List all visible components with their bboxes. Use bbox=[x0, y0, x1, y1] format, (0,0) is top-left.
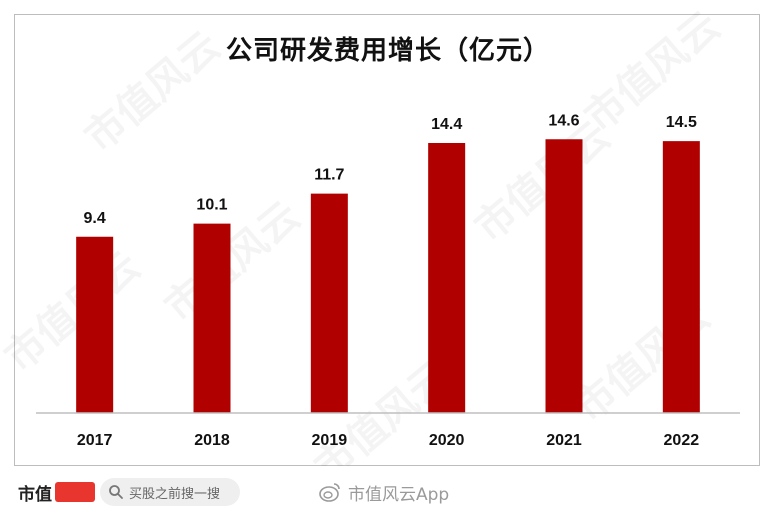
bar-2018 bbox=[193, 223, 231, 413]
search-box[interactable]: 买股之前搜一搜 bbox=[100, 478, 240, 506]
weibo-icon bbox=[319, 483, 340, 502]
weibo-account[interactable]: 市值风云App bbox=[318, 478, 449, 506]
data-label-2021: 14.6 bbox=[548, 112, 579, 129]
data-label-2019: 11.7 bbox=[314, 167, 344, 184]
chart-title: 公司研发费用增长（亿元） bbox=[225, 36, 550, 66]
bar-2019 bbox=[310, 193, 348, 413]
bar-2017 bbox=[76, 236, 114, 413]
weibo-account-label: 市值风云App bbox=[348, 484, 450, 505]
x-tick-label-2017: 2017 bbox=[77, 432, 113, 449]
bar-2020 bbox=[428, 143, 466, 413]
x-tick-label-2022: 2022 bbox=[664, 432, 700, 449]
search-placeholder: 买股之前搜一搜 bbox=[129, 486, 221, 502]
chart-frame bbox=[14, 14, 760, 466]
x-tick-label-2021: 2021 bbox=[546, 432, 582, 449]
brand-text: 市值 bbox=[18, 484, 52, 505]
x-tick-label-2020: 2020 bbox=[429, 432, 465, 449]
brand-logo: 市值 bbox=[18, 480, 95, 505]
brand-badge-icon bbox=[55, 482, 95, 502]
bar-chart: 9.4 2017 10.1 2018 11.7 2019 14.4 2020 14.6 2021 1… bbox=[36, 112, 740, 449]
data-label-2017: 9.4 bbox=[84, 210, 106, 227]
bar-2021 bbox=[545, 139, 583, 413]
x-tick-label-2018: 2018 bbox=[194, 432, 230, 449]
data-label-2018: 10.1 bbox=[196, 197, 227, 214]
data-label-2022: 14.5 bbox=[666, 114, 697, 131]
bar-2022 bbox=[662, 141, 700, 413]
x-tick-label-2019: 2019 bbox=[312, 432, 348, 449]
search-icon bbox=[109, 485, 123, 499]
data-label-2020: 14.4 bbox=[431, 116, 462, 133]
footer-bar: 市值 买股之前搜一搜 市值风云App bbox=[0, 466, 776, 514]
